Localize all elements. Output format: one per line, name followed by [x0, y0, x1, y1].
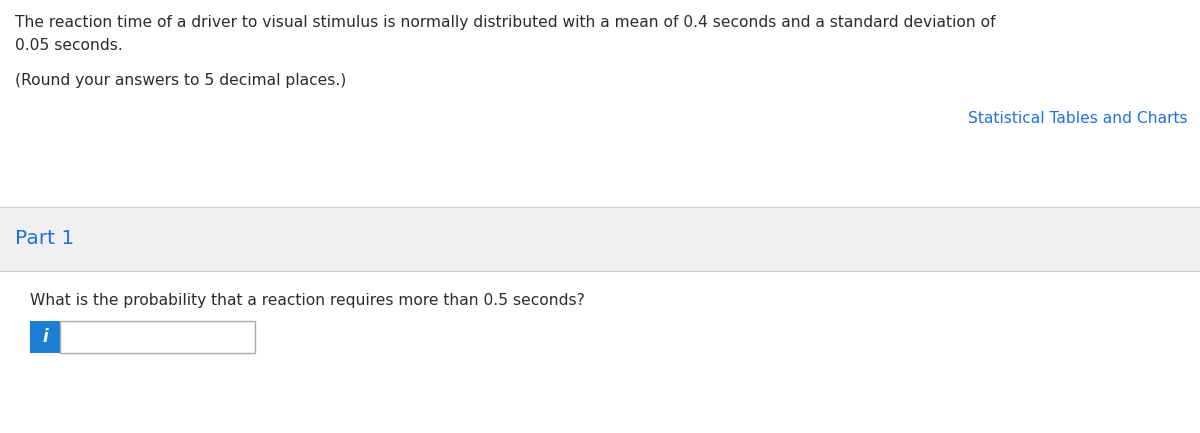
- Text: Statistical Tables and Charts: Statistical Tables and Charts: [968, 111, 1188, 126]
- Text: 0.05 seconds.: 0.05 seconds.: [14, 38, 122, 53]
- FancyBboxPatch shape: [0, 0, 1200, 238]
- Text: What is the probability that a reaction requires more than 0.5 seconds?: What is the probability that a reaction …: [30, 293, 584, 308]
- FancyBboxPatch shape: [30, 321, 60, 353]
- Text: i: i: [42, 328, 48, 346]
- Text: Part 1: Part 1: [14, 229, 74, 249]
- FancyBboxPatch shape: [0, 271, 1200, 433]
- FancyBboxPatch shape: [0, 207, 1200, 271]
- Text: The reaction time of a driver to visual stimulus is normally distributed with a : The reaction time of a driver to visual …: [14, 15, 996, 30]
- FancyBboxPatch shape: [60, 321, 256, 353]
- Text: (Round your answers to 5 decimal places.): (Round your answers to 5 decimal places.…: [14, 73, 347, 88]
